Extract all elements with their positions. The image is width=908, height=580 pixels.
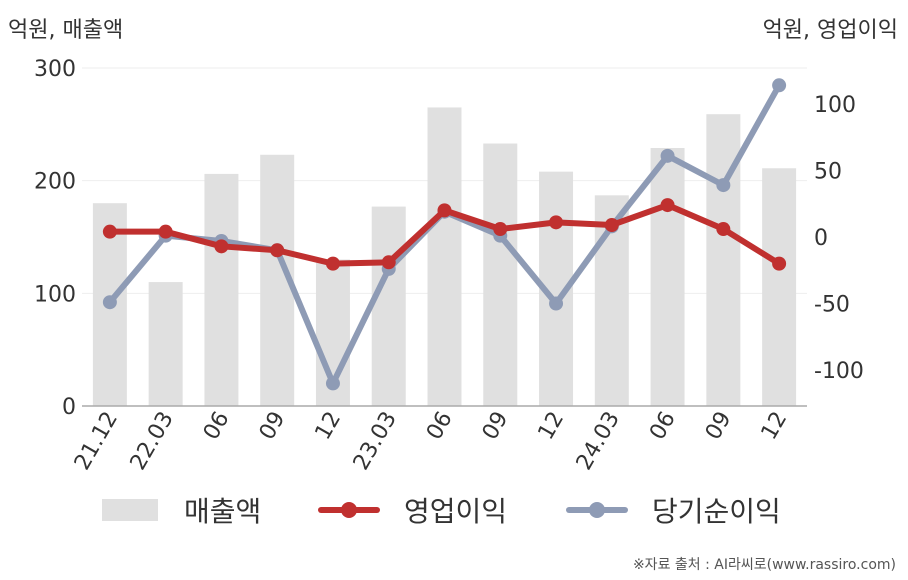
- right-tick-label: 50: [814, 159, 842, 184]
- revenue-bar: [148, 282, 183, 406]
- legend-label-net-income: 당기순이익: [652, 495, 781, 528]
- net-income-point: [325, 376, 340, 391]
- net-income-point: [716, 178, 731, 193]
- legend-item-operating-profit: 영업이익: [318, 490, 507, 530]
- net-income-point: [660, 148, 675, 163]
- net-income-point: [772, 78, 787, 93]
- legend-item-net-income: 당기순이익: [566, 490, 781, 530]
- x-tick-label: 09: [478, 408, 514, 445]
- x-tick-label: 09: [255, 408, 291, 445]
- revenue-bar: [427, 107, 462, 406]
- operating-profit-point: [214, 239, 229, 254]
- legend-swatch-operating-profit: [318, 499, 380, 521]
- net-income-point: [102, 295, 117, 310]
- revenue-bar: [204, 173, 239, 406]
- operating-profit-point: [716, 222, 731, 237]
- x-tick-label: 09: [701, 408, 737, 445]
- right-tick-label: -50: [814, 293, 850, 318]
- operating-profit-point: [381, 255, 396, 270]
- x-tick-label: 06: [645, 408, 681, 445]
- left-tick-label: 0: [62, 395, 76, 420]
- left-tick-label: 300: [34, 57, 76, 82]
- operating-profit-point: [270, 243, 285, 258]
- revenue-bar: [483, 143, 518, 406]
- legend-item-revenue: 매출액: [102, 490, 261, 530]
- x-tick-label: 06: [422, 408, 458, 445]
- operating-profit-point: [437, 203, 452, 218]
- legend-swatch-revenue: [102, 499, 158, 521]
- right-axis-title: 억원, 영업이익: [762, 18, 898, 43]
- legend-label-revenue: 매출액: [184, 495, 262, 528]
- operating-profit-point: [493, 222, 508, 237]
- x-tick-label: 21.12: [70, 408, 123, 475]
- revenue-bar: [371, 206, 406, 406]
- operating-profit-point: [604, 218, 619, 233]
- right-tick-label: 100: [814, 93, 856, 118]
- left-tick-label: 200: [34, 170, 76, 195]
- x-tick-label: 12: [534, 408, 570, 445]
- operating-profit-point: [772, 256, 787, 271]
- operating-profit-point: [102, 224, 117, 239]
- legend: 매출액 영업이익 당기순이익: [0, 490, 908, 540]
- left-axis-title: 억원, 매출액: [8, 18, 124, 43]
- legend-swatch-net-income: [566, 499, 628, 521]
- operating-profit-point: [660, 198, 675, 213]
- x-tick-label: 22.03: [126, 408, 179, 475]
- x-tick-label: 12: [757, 408, 793, 445]
- revenue-bar: [762, 168, 797, 406]
- legend-label-operating-profit: 영업이익: [404, 495, 508, 528]
- right-tick-label: 0: [814, 226, 828, 251]
- x-tick-label: 23.03: [349, 408, 402, 475]
- left-tick-label: 100: [34, 282, 76, 307]
- net-income-point: [549, 296, 564, 311]
- x-tick-label: 06: [199, 408, 235, 445]
- revenue-bar: [650, 147, 685, 406]
- source-note: ※자료 출처 : AI라씨로(www.rassiro.com): [632, 557, 896, 573]
- x-tick-label: 24.03: [572, 408, 625, 475]
- x-tick-label: 12: [311, 408, 347, 445]
- right-tick-label: -100: [814, 359, 864, 384]
- operating-profit-point: [158, 224, 173, 239]
- operating-profit-point: [325, 256, 340, 271]
- operating-profit-point: [549, 215, 564, 230]
